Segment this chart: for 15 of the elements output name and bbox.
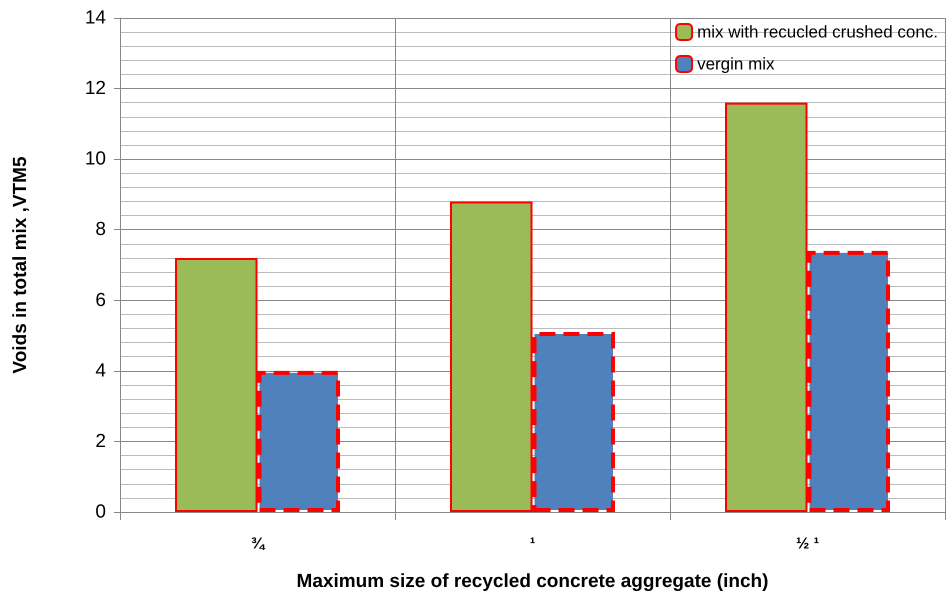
legend-label: mix with recucled crushed conc. <box>697 22 938 42</box>
x-tick-label: ½ ¹ <box>796 536 820 552</box>
y-tick-label: 6 <box>95 290 106 311</box>
legend-label: vergin mix <box>697 54 776 74</box>
y-axis-title: Voids in total mix ,VTM5 <box>10 156 31 374</box>
y-tick-label: 10 <box>84 148 106 170</box>
y-tick-label: 8 <box>95 219 106 240</box>
y-tick-label: 4 <box>95 360 106 382</box>
x-tick-label: ¾ <box>250 536 266 552</box>
x-tick-label: ¹ <box>530 536 536 552</box>
y-tick-label: 14 <box>84 8 106 28</box>
y-tick-label: 0 <box>95 502 106 522</box>
y-tick-label: 2 <box>95 430 106 452</box>
x-axis-title: Maximum size of recycled concrete aggregate (inch) <box>296 571 768 592</box>
y-tick-label: 12 <box>84 78 106 100</box>
